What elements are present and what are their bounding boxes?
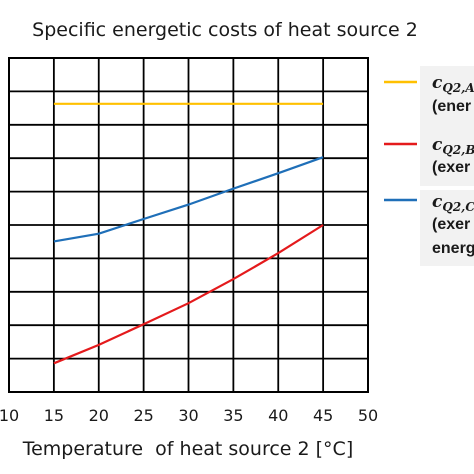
x-axis-label: Temperature of heat source 2 [°C] <box>22 438 354 460</box>
legend: cQ2,A (ener cQ2,B (exer cQ2,C (exer energ <box>384 66 474 266</box>
legend-desc-2: (exer <box>432 159 470 176</box>
x-tick-label: 30 <box>178 406 198 425</box>
legend-box <box>420 190 474 266</box>
legend-symbol-2: cQ2,B <box>432 135 474 157</box>
legend-desc-3: (exer <box>432 216 470 233</box>
chart-title: Specific energetic costs of heat source … <box>32 19 418 41</box>
x-tick-label: 15 <box>44 406 64 425</box>
x-tick-labels: 10 15 20 25 30 35 40 45 50 <box>0 406 378 425</box>
legend-desc-1: (ener <box>432 98 471 115</box>
x-tick-label: 40 <box>268 406 288 425</box>
legend-box <box>420 126 474 186</box>
x-tick-label: 35 <box>223 406 243 425</box>
x-tick-label: 50 <box>358 406 378 425</box>
legend-desc-extra-3: energ <box>432 240 474 257</box>
series-line-3 <box>53 156 324 243</box>
x-tick-label: 25 <box>133 406 153 425</box>
x-tick-label: 10 <box>0 406 19 425</box>
plot-frame <box>8 57 369 393</box>
legend-symbol-1: cQ2,A <box>432 73 474 95</box>
series-line-2 <box>53 224 324 365</box>
series-layer <box>53 102 324 365</box>
x-tick-label: 20 <box>89 406 109 425</box>
x-tick-label: 45 <box>313 406 333 425</box>
legend-symbol-3: cQ2,C <box>432 192 474 214</box>
